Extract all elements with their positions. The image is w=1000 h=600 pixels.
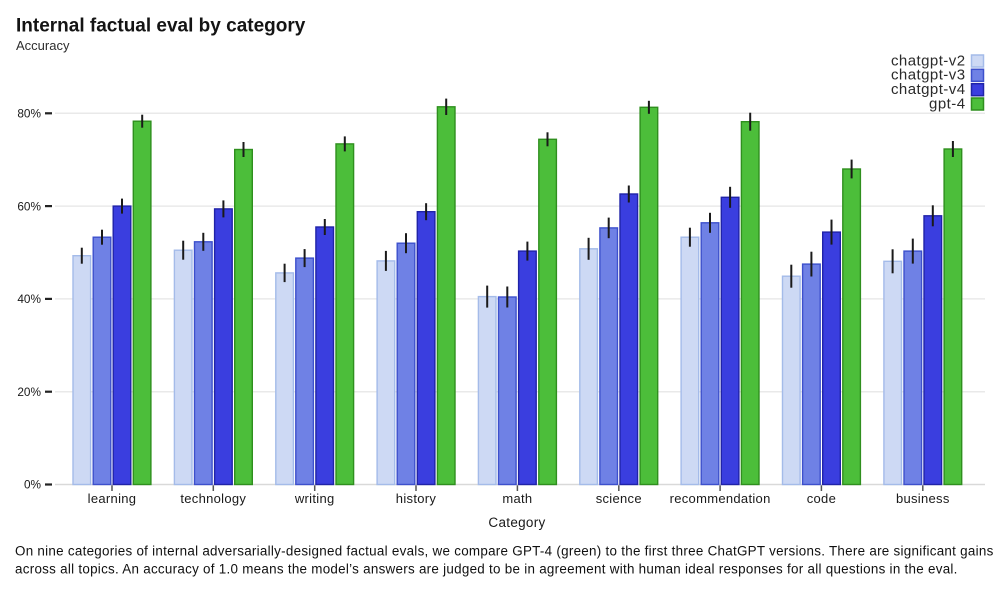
svg-text:learning: learning [88, 491, 137, 506]
svg-text:writing: writing [294, 491, 335, 506]
svg-text:Category: Category [488, 515, 545, 530]
svg-text:chatgpt-v4: chatgpt-v4 [891, 81, 966, 98]
svg-text:60%: 60% [17, 199, 41, 213]
svg-text:chatgpt-v3: chatgpt-v3 [891, 67, 966, 84]
svg-text:science: science [596, 491, 642, 506]
svg-text:technology: technology [180, 491, 246, 506]
svg-text:across all topics. An accuracy: across all topics. An accuracy of 1.0 me… [15, 562, 958, 577]
svg-text:recommendation: recommendation [670, 491, 771, 506]
svg-text:chatgpt-v2: chatgpt-v2 [891, 52, 966, 69]
svg-text:Accuracy: Accuracy [16, 38, 70, 53]
svg-text:history: history [396, 491, 437, 506]
svg-text:40%: 40% [17, 292, 41, 306]
svg-text:20%: 20% [17, 385, 41, 399]
svg-text:On nine categories of internal: On nine categories of internal adversari… [15, 544, 994, 559]
svg-text:math: math [502, 491, 532, 506]
svg-text:gpt-4: gpt-4 [929, 95, 965, 112]
svg-text:business: business [896, 491, 950, 506]
svg-text:Internal factual eval by categ: Internal factual eval by category [16, 16, 306, 37]
svg-text:0%: 0% [24, 478, 42, 492]
svg-text:code: code [807, 491, 836, 506]
svg-text:80%: 80% [17, 107, 41, 121]
